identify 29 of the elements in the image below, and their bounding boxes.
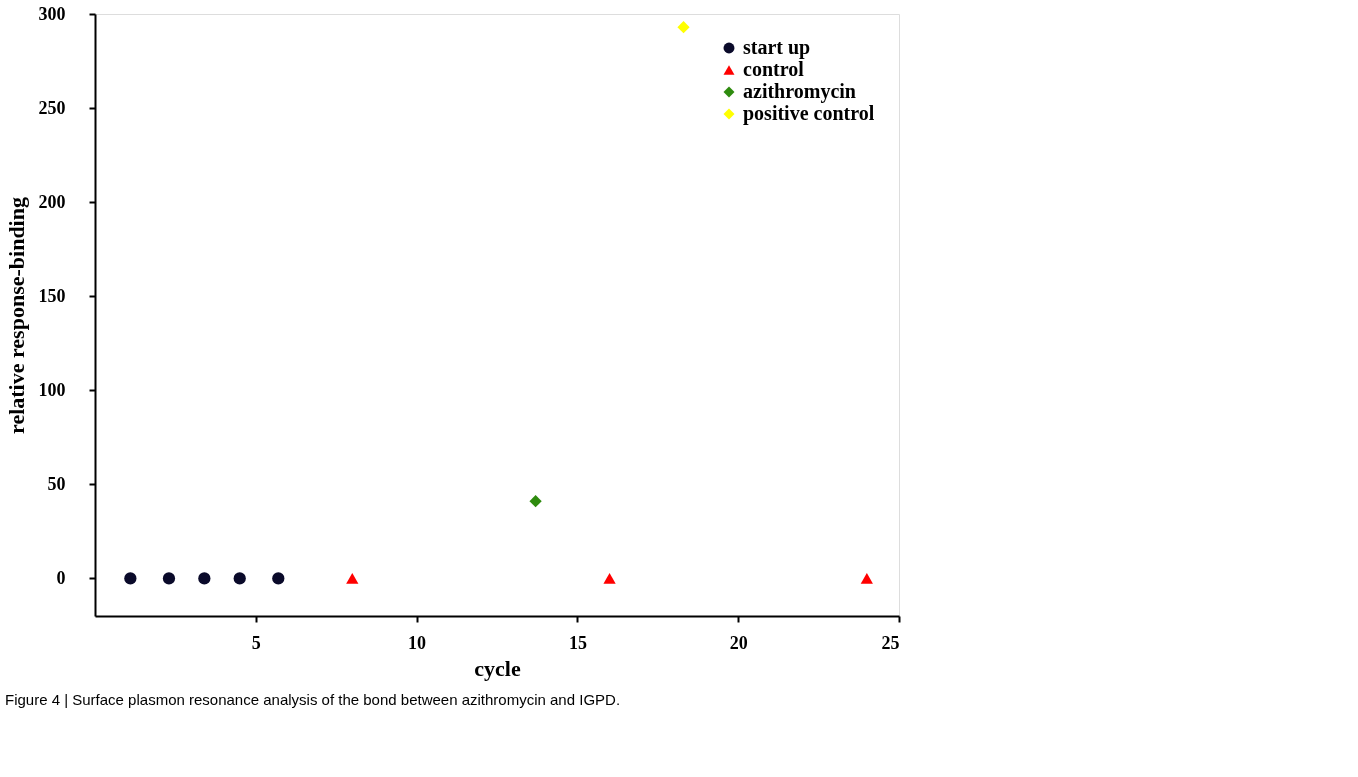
- point: [346, 573, 359, 584]
- x-tick-label: 20: [729, 632, 748, 653]
- legend-label: start up: [743, 36, 811, 59]
- point: [529, 495, 542, 508]
- x-tick-label: 10: [408, 632, 427, 653]
- point: [860, 573, 873, 584]
- y-axis-title: relative response-binding: [3, 197, 29, 434]
- y-tick-label: 250: [38, 97, 66, 118]
- point: [162, 572, 176, 585]
- y-tick-label: 200: [38, 191, 66, 212]
- point: [124, 572, 137, 585]
- y-tick-label: 100: [38, 379, 66, 400]
- x-axis-title: cycle: [474, 655, 521, 681]
- x-tick-label: 15: [568, 632, 587, 653]
- x-tick-label: 5: [251, 632, 261, 653]
- point: [233, 572, 246, 585]
- legend-label: azithromycin: [743, 80, 856, 103]
- point: [677, 21, 690, 34]
- legend-label: positive control: [743, 102, 875, 125]
- caption: Figure 4 | Surface plasmon resonance analysis of the bond between azithromycin and IGPD.: [5, 691, 621, 708]
- legend-label: control: [743, 58, 805, 80]
- y-tick-label: 50: [47, 473, 66, 494]
- point: [272, 572, 285, 585]
- x-tick-label: 25: [881, 632, 900, 653]
- y-tick-label: 150: [38, 285, 66, 306]
- point: [603, 573, 616, 584]
- point: [198, 572, 211, 585]
- y-tick-label: 300: [38, 3, 66, 24]
- y-tick-label: 0: [56, 567, 66, 588]
